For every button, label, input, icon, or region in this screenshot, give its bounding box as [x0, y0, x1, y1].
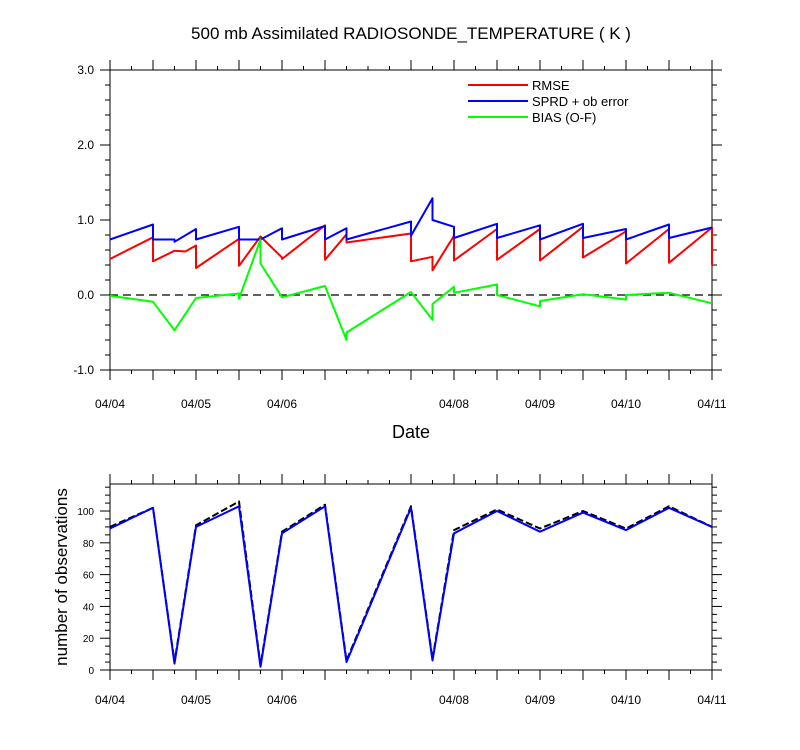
bottom-panel: 0 20 40 60 80 100 04/04 04/05 04/06 04/08 04/09 04/…: [77, 474, 727, 707]
y-tick-label: 1.0: [77, 213, 94, 227]
y-tick-label: 60: [83, 571, 95, 582]
legend-label: RMSE: [532, 78, 570, 93]
legend-label: BIAS (O-F): [532, 110, 596, 125]
y-tick-label: 20: [83, 634, 95, 645]
plot-frame: [109, 69, 713, 371]
y-tick-label: 0.0: [77, 288, 94, 302]
top-panel: -1.0 0.0 1.0 2.0 3.0 04/04 04/05 04/06 04/08 04/0…: [73, 60, 727, 411]
x-axis-label: Date: [392, 422, 430, 442]
bottom-y-axis-label: number of observations: [52, 488, 71, 666]
x-tick-label: 04/10: [611, 397, 641, 411]
series-line-1: [109, 197, 713, 243]
y-tick-label: -1.0: [73, 363, 94, 377]
x-tick-label: 04/08: [439, 693, 469, 707]
x-tick-label: 04/10: [611, 693, 641, 707]
legend-label: SPRD + ob error: [532, 94, 629, 109]
x-tick-label: 04/06: [267, 693, 297, 707]
y-tick-label: 80: [83, 539, 95, 550]
x-tick-label: 04/06: [267, 397, 297, 411]
y-tick-label: 0: [88, 666, 94, 677]
series-line-0: [109, 224, 713, 272]
chart-title: 500 mb Assimilated RADIOSONDE_TEMPERATUR…: [191, 24, 631, 43]
x-tick-label: 04/09: [525, 397, 555, 411]
x-tick-label: 04/11: [697, 693, 726, 707]
x-tick-label: 04/08: [439, 397, 469, 411]
y-tick-label: 3.0: [77, 63, 94, 77]
x-tick-label: 04/11: [697, 397, 726, 411]
x-tick-label: 04/09: [525, 693, 555, 707]
x-tick-label: 04/04: [95, 693, 125, 707]
y-tick-label: 40: [83, 602, 95, 613]
obs-line-1: [109, 505, 713, 668]
y-tick-label: 2.0: [77, 138, 94, 152]
y-tick-label: 100: [77, 507, 94, 518]
x-tick-label: 04/04: [95, 397, 125, 411]
obs-line-0: [109, 500, 713, 667]
x-tick-label: 04/05: [181, 397, 211, 411]
x-tick-label: 04/05: [181, 693, 211, 707]
series-line-2: [109, 238, 713, 341]
